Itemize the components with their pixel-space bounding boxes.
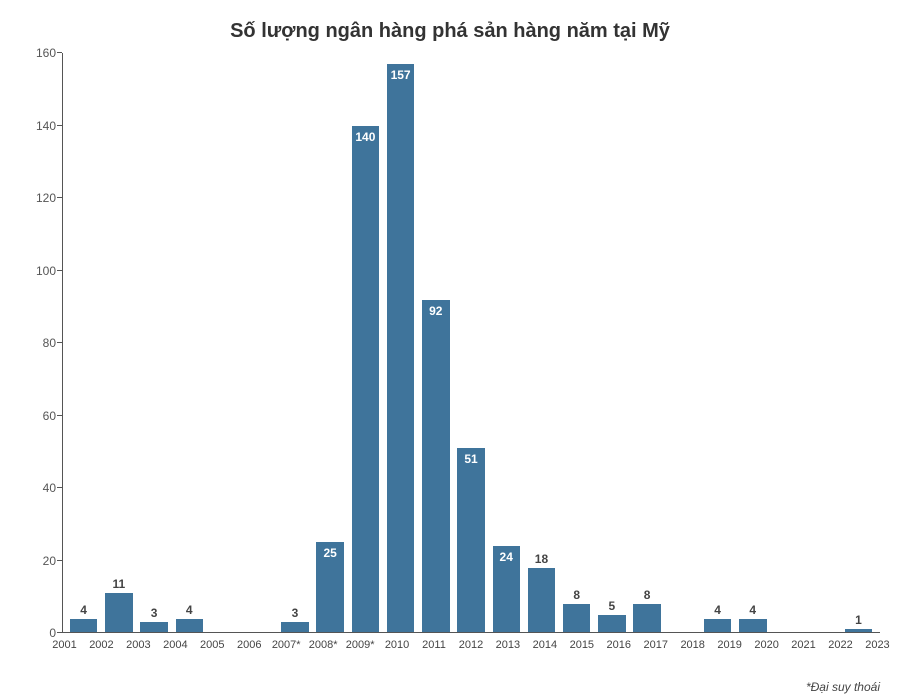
bar-slot: 5 (594, 53, 629, 633)
y-tick-label: 140 (36, 119, 56, 133)
bar-value-label: 140 (355, 130, 375, 144)
bar-value-label: 3 (151, 606, 158, 620)
x-tick-label: 2014 (526, 633, 563, 651)
x-tick-label: 2017 (637, 633, 674, 651)
y-tick-label: 100 (36, 264, 56, 278)
bar-slot (242, 53, 277, 633)
y-tick-label: 60 (43, 409, 56, 423)
bar-slot: 157 (383, 53, 418, 633)
y-tick-label: 40 (43, 481, 56, 495)
bar-slot: 92 (418, 53, 453, 633)
bar-slot: 140 (348, 53, 383, 633)
bar-value-label: 4 (749, 603, 756, 617)
bar-slot (770, 53, 805, 633)
y-tick-label: 160 (36, 46, 56, 60)
bar-value-label: 157 (391, 68, 411, 82)
bar-value-label: 8 (644, 588, 651, 602)
bar-value-label: 1 (855, 613, 862, 627)
x-tick-label: 2001 (46, 633, 83, 651)
bar: 140 (352, 126, 379, 634)
bar-slot: 18 (524, 53, 559, 633)
bar-slot: 11 (101, 53, 136, 633)
bar-slot: 4 (66, 53, 101, 633)
bar-slot: 3 (277, 53, 312, 633)
bar-slot (806, 53, 841, 633)
bar-value-label: 24 (500, 550, 513, 564)
y-tick-label: 120 (36, 191, 56, 205)
bar-value-label: 51 (464, 452, 477, 466)
x-tick-label: 2013 (489, 633, 526, 651)
bar-value-label: 18 (535, 552, 548, 566)
chart-title: Số lượng ngân hàng phá sản hàng năm tại … (20, 20, 880, 43)
chart-footnote: *Đại suy thoái (806, 680, 880, 694)
bar-slot: 1 (841, 53, 876, 633)
bar-slot (665, 53, 700, 633)
x-tick-label: 2020 (748, 633, 785, 651)
bar-value-label: 4 (186, 603, 193, 617)
x-axis-labels: 2001200220032004200520062007*2008*2009*2… (42, 633, 900, 651)
bar: 4 (704, 619, 731, 634)
x-tick-label: 2004 (157, 633, 194, 651)
bar-value-label: 92 (429, 304, 442, 318)
bar: 25 (316, 542, 343, 633)
x-tick-label: 2023 (859, 633, 896, 651)
bar-value-label: 4 (80, 603, 87, 617)
plot-area: 020406080100120140160 411343251401579251… (20, 53, 880, 633)
bar-value-label: 25 (323, 546, 336, 560)
x-tick-label: 2002 (83, 633, 120, 651)
y-tick-label: 20 (43, 554, 56, 568)
bar-value-label: 3 (292, 606, 299, 620)
bar-slot: 4 (172, 53, 207, 633)
x-tick-label: 2005 (194, 633, 231, 651)
x-tick-label: 2006 (231, 633, 268, 651)
bar: 4 (176, 619, 203, 634)
bar: 51 (457, 448, 484, 633)
chart-container: Số lượng ngân hàng phá sản hàng năm tại … (0, 0, 900, 700)
x-tick-label: 2018 (674, 633, 711, 651)
bar: 4 (739, 619, 766, 634)
x-tick-label: 2012 (452, 633, 489, 651)
x-tick-label: 2010 (379, 633, 416, 651)
bar-value-label: 5 (609, 599, 616, 613)
x-tick-label: 2022 (822, 633, 859, 651)
x-tick-label: 2021 (785, 633, 822, 651)
bar: 24 (493, 546, 520, 633)
bar: 8 (633, 604, 660, 633)
bar: 92 (422, 300, 449, 634)
bar: 8 (563, 604, 590, 633)
bar-value-label: 8 (573, 588, 580, 602)
bar-slot: 4 (735, 53, 770, 633)
bar-value-label: 11 (112, 577, 125, 591)
x-tick-label: 2015 (563, 633, 600, 651)
x-tick-label: 2008* (305, 633, 342, 651)
bar-slot: 8 (559, 53, 594, 633)
bar: 5 (598, 615, 625, 633)
bar-slot (207, 53, 242, 633)
bar-slot: 3 (136, 53, 171, 633)
y-tick-label: 80 (43, 336, 56, 350)
bar-slot: 25 (313, 53, 348, 633)
bar: 18 (528, 568, 555, 633)
bar: 4 (70, 619, 97, 634)
y-axis: 020406080100120140160 (20, 53, 62, 633)
bar-slot: 24 (489, 53, 524, 633)
x-tick-label: 2003 (120, 633, 157, 651)
x-tick-label: 2011 (416, 633, 453, 651)
x-tick-label: 2007* (268, 633, 305, 651)
bar-slot: 8 (630, 53, 665, 633)
bar-slot: 4 (700, 53, 735, 633)
bar-slot: 51 (453, 53, 488, 633)
x-tick-label: 2009* (342, 633, 379, 651)
bar: 11 (105, 593, 132, 633)
x-tick-label: 2016 (600, 633, 637, 651)
bar-value-label: 4 (714, 603, 721, 617)
bars-region: 4113432514015792512418858441 (62, 53, 880, 633)
x-tick-label: 2019 (711, 633, 748, 651)
bar: 157 (387, 64, 414, 633)
